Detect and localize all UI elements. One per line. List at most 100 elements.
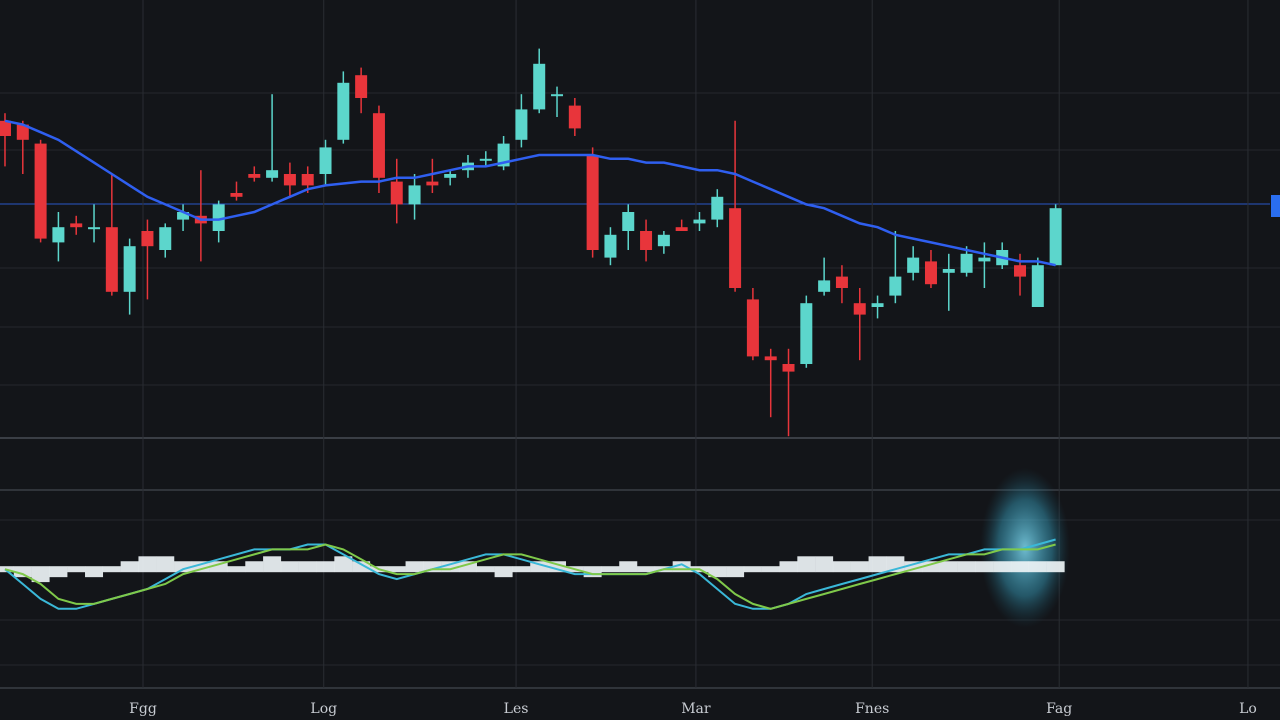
histogram-bar xyxy=(387,566,406,573)
candle-body xyxy=(0,120,11,136)
candle-body xyxy=(586,155,599,250)
candle-body xyxy=(693,219,706,224)
histogram-bar xyxy=(494,566,513,578)
candle-body xyxy=(301,174,314,186)
histogram-bar xyxy=(1046,561,1065,573)
candle-body xyxy=(515,109,528,140)
histogram-bar xyxy=(13,566,32,578)
histogram-bar xyxy=(209,561,228,573)
histogram-bar xyxy=(458,561,477,573)
histogram-bar xyxy=(352,561,371,573)
histogram-bar xyxy=(921,561,940,573)
candle-body xyxy=(907,257,920,273)
histogram-bar xyxy=(530,561,549,573)
candle-body xyxy=(924,261,937,285)
histogram-bar xyxy=(102,566,121,573)
candle-body xyxy=(266,170,279,178)
histogram-bar xyxy=(637,566,656,573)
histogram-bar xyxy=(441,561,460,573)
histogram-bar xyxy=(280,561,299,573)
candle-body xyxy=(479,158,492,161)
candle-body xyxy=(123,246,136,292)
candle-body xyxy=(853,303,866,315)
histogram-bar xyxy=(708,566,727,578)
x-tick-label: Fag xyxy=(1046,701,1072,717)
candle-body xyxy=(390,181,403,205)
candle-body xyxy=(177,212,190,220)
histogram-bar xyxy=(583,566,602,578)
histogram-bar xyxy=(316,561,335,573)
histogram-bar xyxy=(1028,561,1047,573)
candle-body xyxy=(746,299,759,357)
candle-body xyxy=(782,364,795,372)
histogram-bar xyxy=(868,556,887,573)
candle-body xyxy=(212,204,225,231)
histogram-bar xyxy=(939,561,958,573)
candle-body xyxy=(426,181,439,186)
histogram-bar xyxy=(850,561,869,573)
candle-body xyxy=(34,143,47,239)
histogram-bar xyxy=(423,561,442,573)
x-tick-label: Fgg xyxy=(129,701,157,717)
candle-body xyxy=(568,105,581,129)
histogram-bar xyxy=(476,566,495,573)
candle-body xyxy=(372,113,385,178)
candle-body xyxy=(88,227,101,230)
candle-body xyxy=(70,223,83,228)
candle-body xyxy=(283,174,296,186)
candle-body xyxy=(1031,265,1044,307)
oscillator-line xyxy=(4,543,1056,610)
candle-body xyxy=(711,196,724,220)
histogram-bar xyxy=(779,561,798,573)
candle-body xyxy=(444,174,457,178)
histogram-bar xyxy=(619,561,638,573)
histogram-bar xyxy=(601,566,620,573)
histogram-bar xyxy=(334,556,353,573)
histogram-bar xyxy=(548,561,567,573)
histogram-bar xyxy=(405,561,424,573)
histogram-bar xyxy=(1011,561,1030,573)
candle-body xyxy=(355,75,368,98)
oscillator-line xyxy=(4,538,1056,610)
histogram-bar xyxy=(49,566,68,578)
candle-body xyxy=(319,147,332,174)
candle-body xyxy=(604,234,617,258)
candle-body xyxy=(657,234,670,247)
candle-body xyxy=(978,257,991,262)
candle-body xyxy=(1049,208,1062,266)
histogram-bar xyxy=(904,561,923,573)
price-tag xyxy=(1271,195,1280,217)
histogram-bar xyxy=(726,566,745,578)
histogram-bar xyxy=(743,566,762,573)
candle-body xyxy=(52,227,65,243)
candle-body xyxy=(230,193,243,197)
histogram-bar xyxy=(67,566,86,573)
histogram-bar xyxy=(31,566,50,583)
x-tick-label: Fnes xyxy=(855,701,889,717)
histogram-bar xyxy=(191,561,210,573)
histogram-bar xyxy=(815,556,834,573)
histogram-bar xyxy=(138,556,157,573)
histogram-bar xyxy=(957,561,976,573)
candle-body xyxy=(764,356,777,361)
histogram-bar xyxy=(263,556,282,573)
candle-body xyxy=(408,185,421,205)
candle-body xyxy=(729,208,742,288)
x-tick-label: Log xyxy=(310,701,337,717)
candle-body xyxy=(800,303,813,364)
histogram-bar xyxy=(832,561,851,573)
candle-body xyxy=(675,227,688,231)
histogram-bar xyxy=(245,561,264,573)
x-tick-label: Lo xyxy=(1239,701,1257,717)
histogram-bar xyxy=(298,561,317,573)
candle-body xyxy=(818,280,831,292)
histogram-bar xyxy=(761,566,780,573)
candle-body xyxy=(141,231,154,247)
histogram-bar xyxy=(975,561,994,573)
candle-body xyxy=(889,276,902,296)
candle-body xyxy=(871,303,884,307)
candle-body xyxy=(640,231,653,250)
